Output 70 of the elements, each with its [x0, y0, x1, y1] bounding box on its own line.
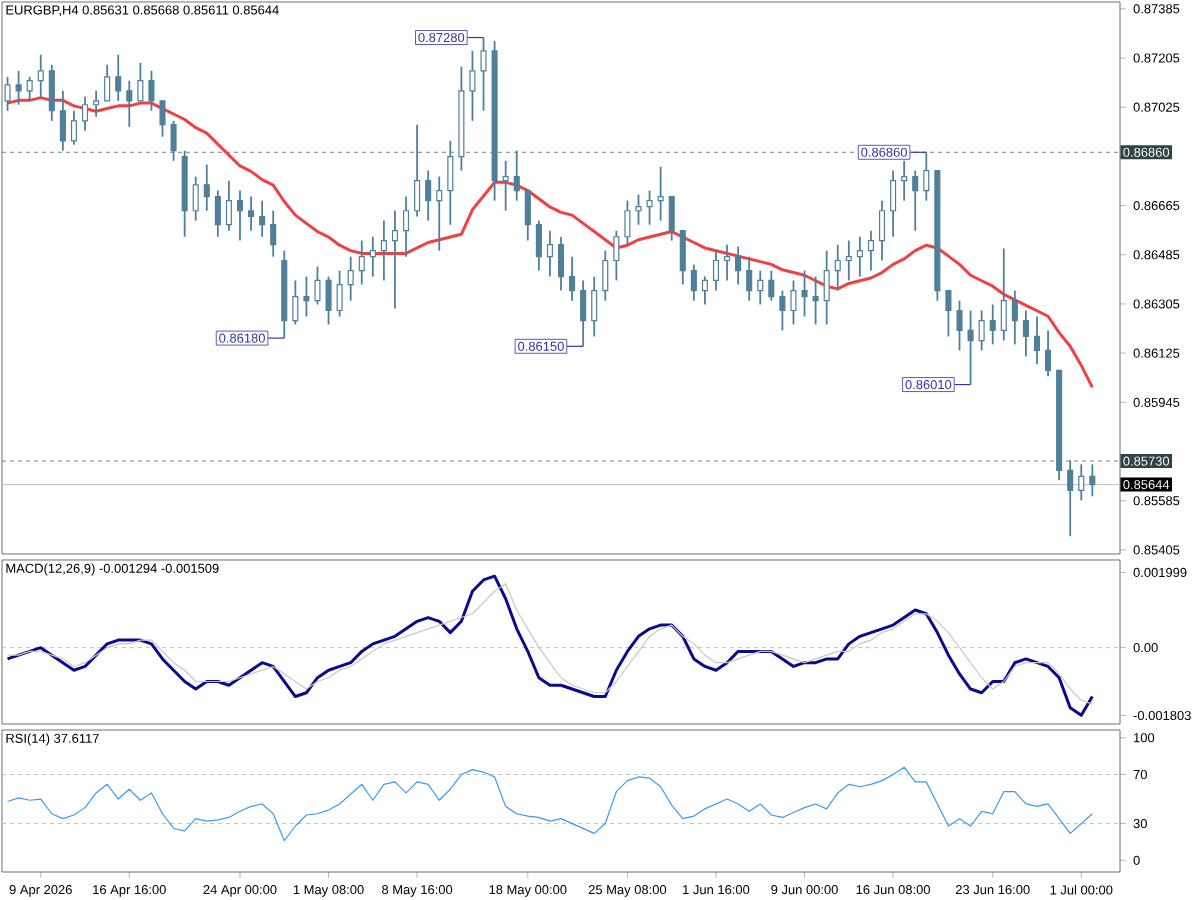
- candlestick: [358, 239, 365, 286]
- candlestick: [890, 169, 897, 238]
- candlestick: [115, 53, 122, 102]
- candlestick: [93, 89, 100, 118]
- candlestick: [259, 199, 266, 238]
- candlestick: [923, 151, 930, 202]
- candlestick: [236, 189, 244, 242]
- candlestick: [1089, 463, 1096, 498]
- candlestick: [834, 243, 841, 292]
- candlestick: [1078, 463, 1085, 502]
- candlestick: [856, 235, 863, 278]
- candlestick: [225, 179, 232, 232]
- candlestick: [1033, 315, 1041, 366]
- candlestick: [557, 235, 565, 292]
- candlestick: [281, 249, 288, 340]
- candlestick: [580, 279, 587, 348]
- candlestick: [336, 269, 343, 318]
- candlestick: [391, 209, 398, 310]
- candlestick: [214, 189, 221, 238]
- candlestick: [591, 275, 598, 338]
- candlestick: [513, 149, 520, 202]
- candlestick: [369, 235, 376, 278]
- candlestick: [812, 275, 819, 326]
- candlestick: [845, 239, 852, 282]
- candlestick: [447, 139, 454, 226]
- candlestick: [978, 309, 985, 352]
- candlestick: [469, 50, 476, 122]
- candlestick: [181, 149, 188, 238]
- candlestick: [425, 169, 432, 222]
- candlestick: [192, 175, 199, 222]
- candlestick: [546, 229, 553, 278]
- candlestick: [569, 255, 576, 302]
- candlestick: [48, 63, 55, 122]
- candlestick: [801, 269, 808, 318]
- candlestick: [502, 159, 509, 212]
- candlestick: [878, 199, 886, 262]
- candlestick: [823, 249, 830, 326]
- candlestick: [436, 175, 443, 252]
- candlestick: [989, 303, 996, 346]
- candlestick: [347, 255, 354, 302]
- candlestick: [37, 53, 44, 98]
- candlestick: [690, 263, 697, 302]
- candlestick: [1067, 459, 1074, 538]
- candlestick: [1022, 309, 1029, 358]
- candlestick: [59, 89, 66, 152]
- candlestick: [126, 79, 133, 128]
- candlestick: [967, 309, 974, 386]
- candlestick: [70, 109, 77, 146]
- candlestick: [712, 249, 720, 292]
- candlestick: [602, 249, 609, 302]
- candlestick: [746, 255, 753, 302]
- candlestick: [1011, 289, 1018, 346]
- candlestick: [867, 229, 874, 272]
- candlestick: [724, 243, 731, 282]
- candlestick: [757, 269, 764, 306]
- candlestick: [403, 195, 410, 258]
- candlestick: [414, 123, 421, 218]
- candlestick: [270, 209, 277, 258]
- candlestick: [1000, 247, 1007, 342]
- candlestick: [1045, 329, 1052, 378]
- candlestick: [613, 229, 620, 282]
- candlestick: [768, 269, 775, 302]
- candlestick: [458, 65, 465, 172]
- candlestick: [657, 165, 664, 222]
- candlestick: [912, 169, 919, 232]
- candlestick: [735, 245, 742, 286]
- candlestick: [380, 219, 387, 282]
- candlestick: [248, 195, 255, 232]
- candlestick: [81, 95, 89, 132]
- candlestick: [203, 163, 210, 212]
